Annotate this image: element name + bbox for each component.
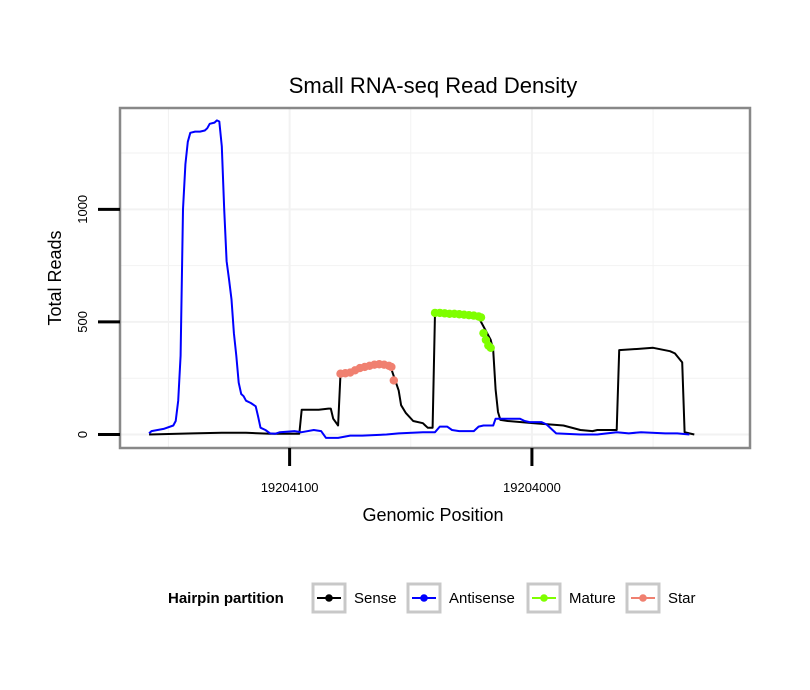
legend-title: Hairpin partition: [168, 590, 284, 607]
series-point-mature: [476, 313, 486, 322]
plot-border: [118, 106, 752, 450]
legend-key-point: [325, 594, 333, 602]
series-point-star: [387, 362, 396, 372]
plot-panel: [120, 108, 750, 448]
series-line-antisense: [148, 119, 690, 439]
x-axis-title: Genomic Position: [362, 505, 503, 525]
legend-label: Sense: [354, 590, 397, 607]
axes: 19204100 19204000 0 500 1000: [75, 195, 561, 495]
legend-entry-mature: Mature: [526, 582, 616, 614]
y-tick-label: 0: [75, 431, 90, 438]
series-point-star: [389, 376, 399, 385]
series-line-sense: [149, 311, 695, 436]
legend-label: Star: [668, 590, 696, 607]
legend-key-point: [420, 594, 428, 602]
legend-key-point: [639, 594, 647, 602]
legend-entry-sense: Sense: [311, 582, 397, 614]
y-axis-title: Total Reads: [45, 230, 65, 325]
series-point-mature: [479, 328, 488, 338]
legend-entry-antisense: Antisense: [406, 582, 515, 614]
chart-title: Small RNA-seq Read Density: [289, 73, 578, 98]
series-point-mature: [486, 343, 495, 353]
y-tick-label: 500: [75, 311, 90, 333]
legend-key-point: [540, 594, 548, 602]
x-tick-label: 19204100: [261, 480, 319, 495]
y-tick-label: 1000: [75, 195, 90, 224]
legend: Hairpin partition Sense Antisense Mature St…: [168, 582, 696, 614]
x-tick-label: 19204000: [503, 480, 561, 495]
legend-label: Antisense: [449, 590, 515, 607]
legend-entry-star: Star: [625, 582, 696, 614]
legend-label: Mature: [569, 590, 616, 607]
series-layer: [148, 119, 695, 439]
